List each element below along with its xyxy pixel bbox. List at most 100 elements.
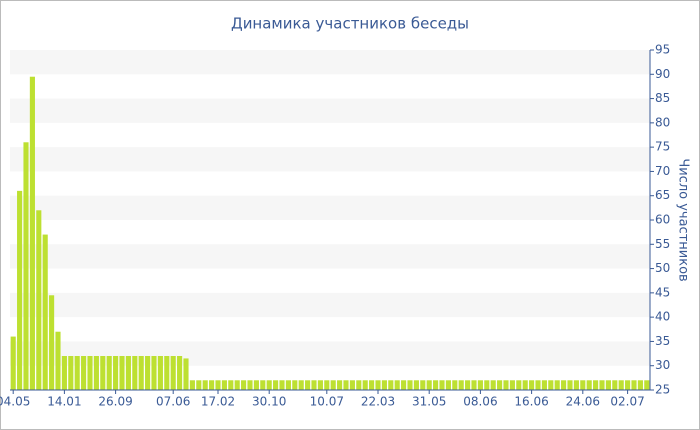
y-tick-label: 35: [655, 334, 670, 348]
bar: [17, 190, 23, 390]
bar: [119, 356, 125, 390]
grid-band: [10, 98, 650, 123]
y-tick-label: 40: [655, 310, 670, 324]
bar: [477, 380, 483, 390]
bar: [637, 380, 643, 390]
bar: [407, 380, 413, 390]
y-tick-label: 25: [655, 383, 670, 397]
bar: [106, 356, 112, 390]
bar: [145, 356, 151, 390]
grid-band: [10, 147, 650, 172]
bar: [401, 380, 407, 390]
bar: [157, 356, 163, 390]
bar: [433, 380, 439, 390]
bar: [445, 380, 451, 390]
x-tick-label: 16.06: [514, 395, 548, 409]
bar: [503, 380, 509, 390]
x-tick-label: 04.05: [0, 395, 30, 409]
grid-band: [10, 292, 650, 318]
bar: [593, 380, 599, 390]
bar: [305, 380, 311, 390]
bar: [330, 380, 336, 390]
bar: [132, 356, 138, 390]
bar: [196, 380, 202, 390]
bar: [279, 380, 285, 390]
bar: [253, 380, 259, 390]
bar: [74, 356, 80, 390]
y-tick-label: 45: [655, 285, 670, 299]
bar: [68, 356, 74, 390]
bar: [420, 380, 426, 390]
bar: [292, 380, 298, 390]
x-tick-label: 31.05: [412, 395, 446, 409]
bar: [151, 356, 157, 390]
x-tick-label: 30.10: [252, 395, 286, 409]
bar: [375, 380, 381, 390]
bar: [266, 380, 272, 390]
bar: [529, 380, 535, 390]
bar: [49, 295, 55, 390]
bar: [535, 380, 541, 390]
bar: [509, 380, 515, 390]
bar: [484, 380, 490, 390]
x-tick-label: 14.01: [47, 395, 81, 409]
x-tick-label: 07.06: [156, 395, 190, 409]
bar: [388, 380, 394, 390]
y-tick-label: 85: [655, 91, 670, 105]
bar: [87, 356, 93, 390]
bar: [452, 380, 458, 390]
bar: [183, 358, 189, 390]
bar: [567, 380, 573, 390]
bar: [170, 356, 176, 390]
bar: [234, 380, 240, 390]
bar: [497, 380, 503, 390]
x-tick-label: 10.07: [310, 395, 344, 409]
bar: [548, 380, 554, 390]
bar: [369, 380, 375, 390]
bar: [311, 380, 317, 390]
bar: [554, 380, 560, 390]
bar: [247, 380, 253, 390]
bar: [61, 356, 67, 390]
bar: [125, 356, 131, 390]
bar: [490, 380, 496, 390]
bar: [618, 380, 624, 390]
bar: [260, 380, 266, 390]
y-tick-label: 95: [655, 43, 670, 57]
bar: [471, 380, 477, 390]
bar: [644, 380, 650, 390]
bar: [612, 380, 618, 390]
bar: [189, 380, 195, 390]
y-tick-label: 65: [655, 188, 670, 202]
bar: [93, 356, 99, 390]
bar: [317, 380, 323, 390]
bar: [465, 380, 471, 390]
bar: [541, 380, 547, 390]
bar: [221, 380, 227, 390]
x-tick-label: 26.09: [98, 395, 132, 409]
bar: [394, 380, 400, 390]
bar: [209, 380, 215, 390]
bar: [362, 380, 368, 390]
bar: [164, 356, 170, 390]
bar: [343, 380, 349, 390]
grid-band: [10, 341, 650, 366]
bar: [356, 380, 362, 390]
bar: [413, 380, 419, 390]
bar: [42, 234, 48, 390]
bar: [298, 380, 304, 390]
bar: [561, 380, 567, 390]
y-tick-label: 75: [655, 140, 670, 154]
y-axis-label: Число участников: [676, 158, 691, 281]
bar: [273, 380, 279, 390]
x-tick-label: 22.03: [361, 395, 395, 409]
bar: [580, 380, 586, 390]
x-tick-label: 24.06: [566, 395, 600, 409]
bar: [625, 380, 631, 390]
y-tick-label: 60: [655, 213, 670, 227]
bar: [599, 380, 605, 390]
y-tick-label: 70: [655, 164, 670, 178]
chart-title: Динамика участников беседы: [231, 15, 469, 33]
bar: [100, 356, 106, 390]
